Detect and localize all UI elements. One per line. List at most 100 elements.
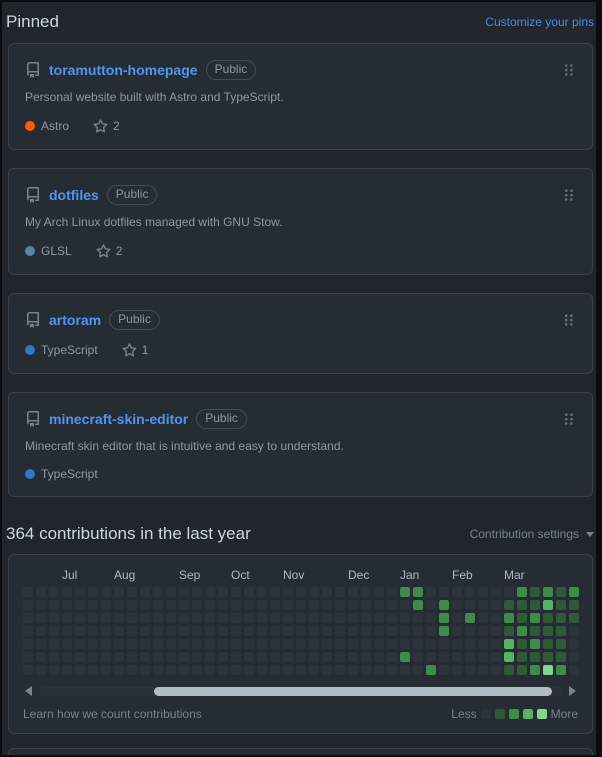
contribution-cell[interactable] (517, 665, 527, 676)
contribution-cell[interactable] (543, 613, 553, 624)
contribution-cell[interactable] (439, 626, 449, 637)
contribution-cell[interactable] (517, 600, 527, 611)
contribution-cell[interactable] (23, 639, 33, 650)
contribution-cell[interactable] (413, 652, 423, 663)
contribution-cell[interactable] (543, 587, 553, 598)
contribution-cell[interactable] (244, 665, 254, 676)
contribution-cell[interactable] (504, 613, 514, 624)
learn-contributions-link[interactable]: Learn how we count contributions (23, 707, 202, 722)
contribution-cell[interactable] (452, 600, 462, 611)
contribution-cell[interactable] (296, 626, 306, 637)
contribution-cell[interactable] (556, 600, 566, 611)
contribution-cell[interactable] (478, 600, 488, 611)
contribution-cell[interactable] (387, 652, 397, 663)
contribution-cell[interactable] (465, 652, 475, 663)
contribution-cell[interactable] (426, 587, 436, 598)
contribution-cell[interactable] (322, 626, 332, 637)
contribution-cell[interactable] (244, 626, 254, 637)
contribution-cell[interactable] (283, 652, 293, 663)
contribution-cell[interactable] (205, 665, 215, 676)
contribution-cell[interactable] (374, 587, 384, 598)
contribution-cell[interactable] (543, 639, 553, 650)
contribution-cell[interactable] (543, 626, 553, 637)
contribution-cell[interactable] (452, 626, 462, 637)
contribution-cell[interactable] (348, 626, 358, 637)
repo-link[interactable]: toramutton-homepage (49, 62, 198, 78)
contribution-cell[interactable] (309, 665, 319, 676)
contribution-cell[interactable] (257, 665, 267, 676)
contribution-cell[interactable] (504, 600, 514, 611)
repo-link[interactable]: artoram (49, 311, 102, 328)
contribution-cell[interactable] (153, 600, 163, 611)
contribution-cell[interactable] (309, 652, 319, 663)
scrollbar-thumb[interactable] (154, 686, 552, 696)
contribution-cell[interactable] (231, 587, 241, 598)
contribution-cell[interactable] (231, 639, 241, 650)
contribution-cell[interactable] (153, 613, 163, 624)
contribution-cell[interactable] (36, 587, 46, 598)
contribution-cell[interactable] (504, 639, 514, 650)
contribution-cell[interactable] (75, 600, 85, 611)
contribution-cell[interactable] (114, 600, 124, 611)
drag-handle-icon[interactable] (562, 311, 576, 329)
contribution-cell[interactable] (88, 639, 98, 650)
contribution-cell[interactable] (452, 587, 462, 598)
contribution-settings-button[interactable]: Contribution settings (470, 527, 594, 541)
contribution-cell[interactable] (556, 587, 566, 598)
contribution-cell[interactable] (88, 652, 98, 663)
contribution-cell[interactable] (517, 652, 527, 663)
contribution-cell[interactable] (322, 587, 332, 598)
contribution-cell[interactable] (192, 665, 202, 676)
contribution-cell[interactable] (75, 665, 85, 676)
contribution-cell[interactable] (439, 665, 449, 676)
contribution-cell[interactable] (556, 665, 566, 676)
contribution-cell[interactable] (23, 587, 33, 598)
contribution-cell[interactable] (88, 665, 98, 676)
contribution-cell[interactable] (244, 600, 254, 611)
contribution-cell[interactable] (101, 639, 111, 650)
contribution-cell[interactable] (166, 665, 176, 676)
contribution-cell[interactable] (114, 665, 124, 676)
contribution-cell[interactable] (335, 652, 345, 663)
contribution-cell[interactable] (283, 613, 293, 624)
contribution-cell[interactable] (257, 587, 267, 598)
contribution-cell[interactable] (36, 652, 46, 663)
contribution-cell[interactable] (309, 613, 319, 624)
contribution-cell[interactable] (491, 587, 501, 598)
contribution-cell[interactable] (348, 600, 358, 611)
contribution-cell[interactable] (491, 613, 501, 624)
contribution-cell[interactable] (218, 587, 228, 598)
contribution-cell[interactable] (23, 626, 33, 637)
contribution-cell[interactable] (153, 587, 163, 598)
contribution-cell[interactable] (270, 665, 280, 676)
contribution-cell[interactable] (192, 626, 202, 637)
star-count-link[interactable]: 2 (96, 243, 122, 259)
contribution-cell[interactable] (49, 652, 59, 663)
contribution-cell[interactable] (530, 639, 540, 650)
contribution-cell[interactable] (569, 587, 579, 598)
contribution-cell[interactable] (452, 652, 462, 663)
contribution-cell[interactable] (205, 652, 215, 663)
contribution-cell[interactable] (517, 639, 527, 650)
contribution-cell[interactable] (569, 613, 579, 624)
contribution-cell[interactable] (335, 613, 345, 624)
contribution-cell[interactable] (387, 626, 397, 637)
contribution-cell[interactable] (478, 652, 488, 663)
contribution-cell[interactable] (296, 665, 306, 676)
contribution-cell[interactable] (127, 652, 137, 663)
contribution-cell[interactable] (478, 613, 488, 624)
contribution-cell[interactable] (101, 626, 111, 637)
repo-link[interactable]: dotfiles (49, 186, 99, 203)
contribution-cell[interactable] (244, 652, 254, 663)
contribution-cell[interactable] (348, 613, 358, 624)
contribution-cell[interactable] (218, 639, 228, 650)
contribution-cell[interactable] (465, 626, 475, 637)
contribution-cell[interactable] (179, 613, 189, 624)
contribution-cell[interactable] (387, 587, 397, 598)
contribution-cell[interactable] (426, 639, 436, 650)
contribution-cell[interactable] (257, 600, 267, 611)
contribution-cell[interactable] (530, 587, 540, 598)
contribution-cell[interactable] (569, 652, 579, 663)
contribution-cell[interactable] (166, 626, 176, 637)
contribution-cell[interactable] (439, 600, 449, 611)
